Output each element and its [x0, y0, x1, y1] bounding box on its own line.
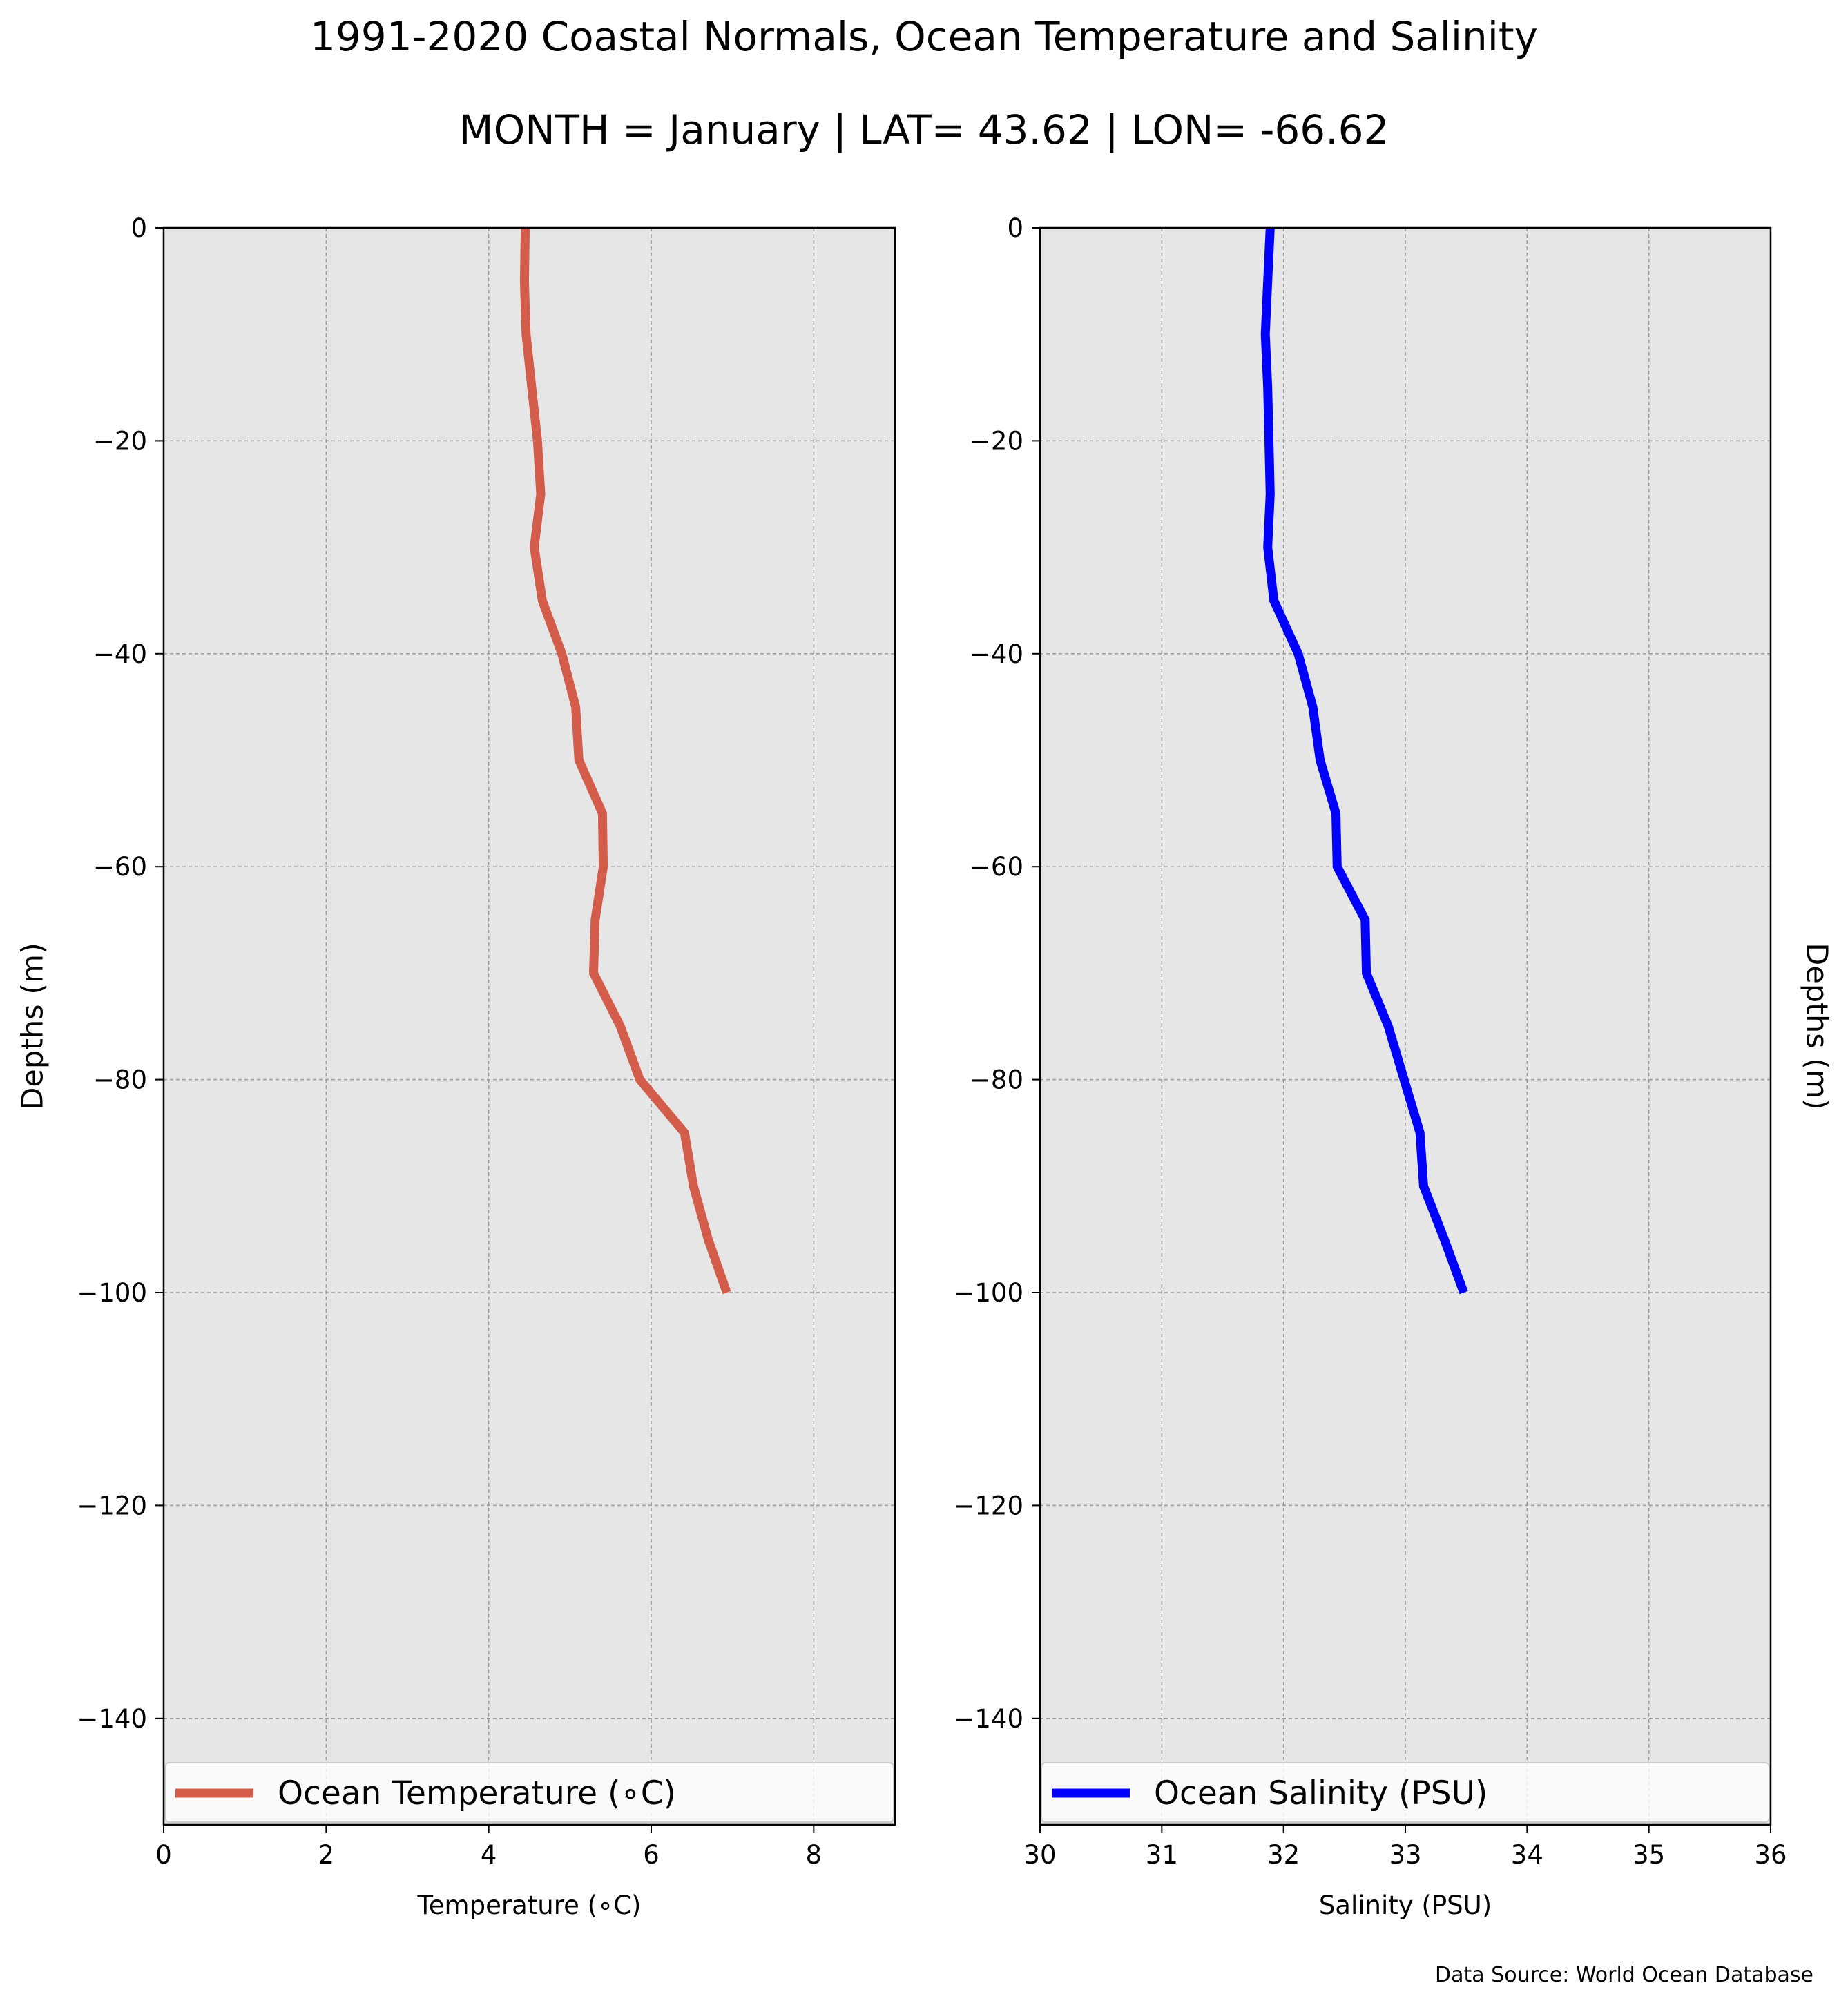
x-tick-label: 35: [1633, 1840, 1665, 1870]
y-tick-label: −100: [953, 1278, 1023, 1308]
figure-subtitle: MONTH = January | LAT= 43.62 | LON= -66.…: [459, 106, 1389, 153]
x-tick-label: 6: [643, 1840, 660, 1870]
x-tick-label: 31: [1146, 1840, 1178, 1870]
x-tick-label: 36: [1754, 1840, 1787, 1870]
y-tick-label: −40: [970, 639, 1023, 669]
x-tick-label: 0: [155, 1840, 172, 1870]
salinity-y-axis-label: Depths (m): [1800, 942, 1834, 1110]
salinity-x-axis-label: Salinity (PSU): [1319, 1890, 1492, 1920]
temperature-y-axis-label: Depths (m): [16, 942, 50, 1110]
y-tick-label: 0: [131, 213, 147, 243]
temperature-legend: Ocean Temperature (∘C): [164, 1762, 894, 1823]
y-tick-label: −80: [970, 1065, 1023, 1095]
x-tick-label: 34: [1511, 1840, 1543, 1870]
y-tick-label: −140: [953, 1704, 1023, 1734]
temperature-series-line: [519, 227, 731, 1295]
y-tick-label: −20: [970, 426, 1023, 456]
temperature-plot-area: [164, 228, 895, 1825]
x-tick-label: 4: [481, 1840, 497, 1870]
legend-box: [1041, 1762, 1770, 1823]
y-tick-label: −100: [77, 1278, 147, 1308]
figure-title: 1991-2020 Coastal Normals, Ocean Tempera…: [310, 13, 1538, 60]
y-tick-label: −20: [93, 426, 147, 456]
temperature-axes-frame: [162, 226, 896, 1826]
legend-label: Ocean Temperature (∘C): [278, 1774, 676, 1812]
legend-box: [164, 1762, 894, 1823]
y-tick-label: −140: [77, 1704, 147, 1734]
salinity-series-line: [1260, 227, 1468, 1295]
temperature-x-axis-label: Temperature (∘C): [416, 1890, 641, 1920]
y-tick-label: −120: [77, 1491, 147, 1520]
y-tick-label: −60: [93, 852, 147, 882]
x-tick-label: 33: [1389, 1840, 1421, 1870]
y-tick-label: −80: [93, 1065, 147, 1095]
data-source-note: Data Source: World Ocean Database: [1435, 1963, 1813, 1987]
x-tick-label: 2: [318, 1840, 335, 1870]
salinity-legend: Ocean Salinity (PSU): [1041, 1762, 1770, 1823]
y-tick-label: −60: [970, 852, 1023, 882]
y-tick-label: −120: [953, 1491, 1023, 1520]
x-tick-label: 32: [1267, 1840, 1300, 1870]
temperature-panel: Ocean Temperature (∘C) 0 2 4 6 8 0 −20 −40 −60 −80…: [16, 213, 896, 1920]
x-tick-label: 30: [1023, 1840, 1056, 1870]
y-tick-label: −40: [93, 639, 147, 669]
legend-label: Ocean Salinity (PSU): [1154, 1774, 1488, 1812]
salinity-panel: Ocean Salinity (PSU) 30 31 32 33 34 35 36 0 −20 −4…: [953, 213, 1833, 1920]
y-tick-label: 0: [1007, 213, 1023, 243]
x-tick-label: 8: [806, 1840, 822, 1870]
